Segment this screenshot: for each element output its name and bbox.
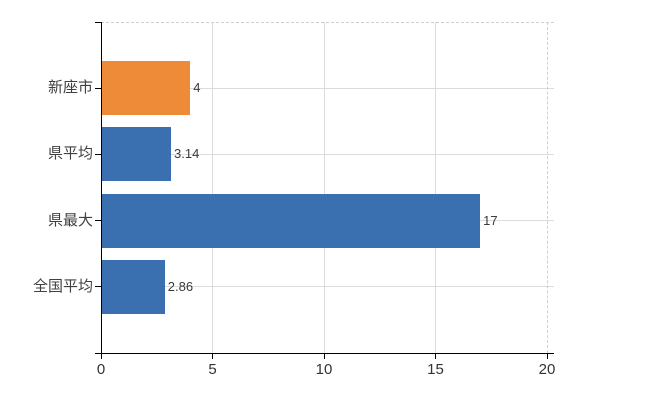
bar-3 — [101, 259, 165, 314]
y-axis-tick — [95, 220, 101, 222]
bar-1 — [101, 127, 172, 182]
category-label: 県平均 — [47, 145, 93, 163]
x-tick-label: 20 — [538, 361, 556, 378]
x-axis-tick — [323, 353, 325, 359]
x-tick-label: 15 — [427, 361, 444, 378]
bar-value-label: 2.86 — [167, 278, 194, 294]
bar-0 — [101, 61, 191, 116]
y-gridline — [101, 87, 554, 89]
y-gridline — [101, 153, 554, 155]
x-gridline — [212, 22, 213, 353]
y-axis-tick — [95, 153, 101, 155]
category-label: 新座市 — [47, 79, 93, 97]
bar-value-label: 4 — [193, 80, 201, 96]
x-axis-tick — [546, 353, 548, 359]
plot-right-border — [546, 22, 548, 353]
x-tick-label: 10 — [315, 361, 333, 378]
category-label: 県最大 — [47, 211, 93, 229]
y-gridline — [101, 286, 554, 288]
x-gridline — [323, 22, 325, 353]
y-axis — [100, 22, 102, 359]
plot-top-border — [101, 21, 554, 23]
bar-2 — [101, 193, 481, 248]
x-axis-tick — [212, 353, 213, 359]
bar-value-label: 3.14 — [174, 146, 200, 162]
x-axis — [95, 352, 554, 354]
x-tick-label: 0 — [96, 361, 106, 378]
x-axis-tick — [435, 353, 436, 359]
y-axis-tick — [95, 286, 101, 288]
y-axis-tick — [95, 87, 101, 89]
bar-value-label: 17 — [483, 212, 498, 228]
x-gridline — [435, 22, 436, 353]
y-axis-tick — [95, 21, 101, 23]
category-label: 全国平均 — [32, 277, 93, 295]
x-tick-label: 5 — [208, 361, 217, 378]
